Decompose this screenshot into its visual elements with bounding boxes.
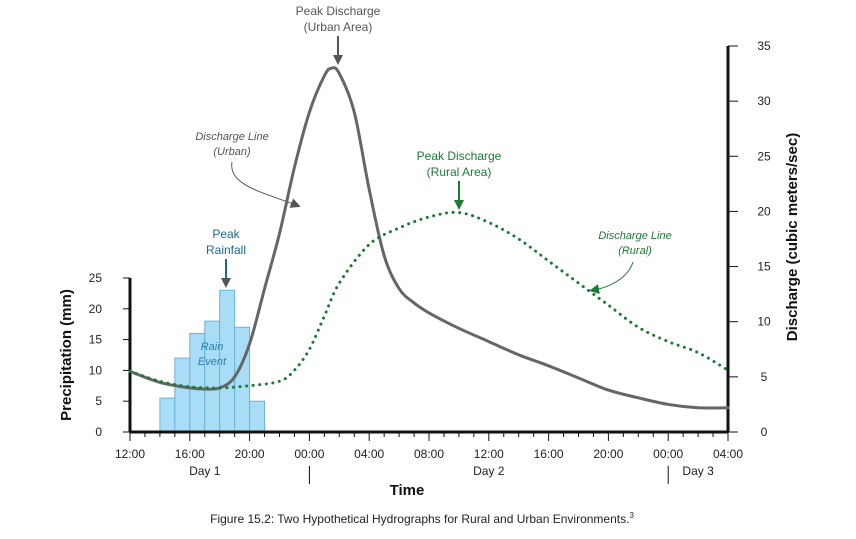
x-tick-label: 00:00 bbox=[653, 447, 683, 461]
rural-line-annotation: Discharge Line (Rural) bbox=[589, 230, 672, 294]
day-labels: Day 1 Day 2 Day 3 bbox=[189, 464, 714, 484]
figure-caption-text: Figure 15.2: Two Hypothetical Hydrograph… bbox=[210, 512, 629, 526]
right-tick-label: 20 bbox=[757, 204, 771, 218]
x-tick-label: 12:00 bbox=[474, 447, 504, 461]
peak-rural-annotation: Peak Discharge (Rural Area) bbox=[417, 149, 502, 210]
day-label: Day 3 bbox=[682, 464, 714, 478]
urban-line-annotation: Discharge Line (Urban) bbox=[195, 131, 301, 208]
x-tick-label: 04:00 bbox=[713, 447, 743, 461]
right-tick-label: 10 bbox=[757, 315, 771, 329]
rain-event-annotation: Rain Event bbox=[198, 341, 227, 368]
x-tick-label: 04:00 bbox=[354, 447, 384, 461]
rainfall-bars bbox=[159, 289, 266, 433]
peak-urban-label-line2: (Urban Area) bbox=[304, 20, 373, 34]
x-tick-label: 16:00 bbox=[534, 447, 564, 461]
right-tick-label: 35 bbox=[757, 39, 771, 53]
x-tick-label: 20:00 bbox=[593, 447, 623, 461]
rain-event-label-line2: Event bbox=[198, 356, 227, 368]
day-label: Day 2 bbox=[473, 464, 505, 478]
day-label: Day 1 bbox=[189, 464, 221, 478]
right-tick-label: 30 bbox=[757, 94, 771, 108]
urban-line-label-line2: (Urban) bbox=[213, 146, 251, 158]
rain-bar-1 bbox=[174, 357, 191, 433]
peak-rainfall-label-line1: Peak bbox=[212, 227, 240, 241]
right-tick-label: 0 bbox=[761, 425, 768, 439]
right-tick-label: 15 bbox=[757, 260, 771, 274]
peak-rainfall-label-line2: Rainfall bbox=[206, 243, 246, 257]
rain-bar-5 bbox=[234, 326, 251, 433]
left-tick-label: 10 bbox=[89, 363, 103, 377]
left-tick-label: 20 bbox=[89, 302, 103, 316]
x-tick-label: 16:00 bbox=[175, 447, 205, 461]
left-tick-label: 25 bbox=[89, 271, 103, 285]
x-axis-title: Time bbox=[390, 482, 425, 499]
peak-urban-label-line1: Peak Discharge bbox=[296, 4, 381, 18]
urban-discharge-line bbox=[128, 66, 730, 410]
figure-caption: Figure 15.2: Two Hypothetical Hydrograph… bbox=[210, 511, 634, 526]
discharge-series bbox=[128, 66, 730, 410]
rain-bar-0 bbox=[159, 397, 176, 433]
urban-line-label-line1: Discharge Line bbox=[195, 131, 268, 143]
urban-line-pointer bbox=[231, 161, 301, 208]
left-tick-label: 5 bbox=[95, 394, 102, 408]
rural-line-pointer bbox=[589, 261, 634, 294]
rain-bar-3 bbox=[204, 320, 221, 433]
left-y-axis-title: Precipitation (mm) bbox=[58, 289, 75, 421]
x-axis-ticks: 12:00 16:00 20:00 00:00 04:00 08:00 12:00 16:00… bbox=[115, 432, 743, 461]
rural-line-label-line1: Discharge Line bbox=[598, 230, 671, 242]
rural-discharge-line bbox=[128, 210, 730, 390]
right-y-axis-title: Discharge (cubic meters/sec) bbox=[784, 133, 801, 341]
peak-rural-label-line2: (Rural Area) bbox=[427, 165, 492, 179]
left-axis-ticks: 0 5 10 15 20 25 bbox=[89, 271, 130, 439]
left-tick-label: 15 bbox=[89, 333, 103, 347]
x-tick-label: 08:00 bbox=[414, 447, 444, 461]
rain-bar-6 bbox=[249, 400, 266, 433]
rural-line-label-line2: (Rural) bbox=[618, 245, 652, 257]
right-tick-label: 5 bbox=[761, 370, 768, 384]
x-tick-label: 00:00 bbox=[294, 447, 324, 461]
x-tick-label: 20:00 bbox=[235, 447, 265, 461]
rain-event-label-line1: Rain bbox=[201, 341, 224, 353]
right-axis-ticks: 0 5 10 15 20 25 30 35 bbox=[728, 39, 771, 439]
x-tick-label: 12:00 bbox=[115, 447, 145, 461]
peak-urban-annotation: Peak Discharge (Urban Area) bbox=[296, 4, 381, 65]
peak-rural-label-line1: Peak Discharge bbox=[417, 149, 502, 163]
right-tick-label: 25 bbox=[757, 149, 771, 163]
figure-caption-superscript: 3 bbox=[629, 511, 634, 520]
left-tick-label: 0 bbox=[95, 425, 102, 439]
peak-rainfall-annotation: Peak Rainfall bbox=[206, 227, 246, 288]
